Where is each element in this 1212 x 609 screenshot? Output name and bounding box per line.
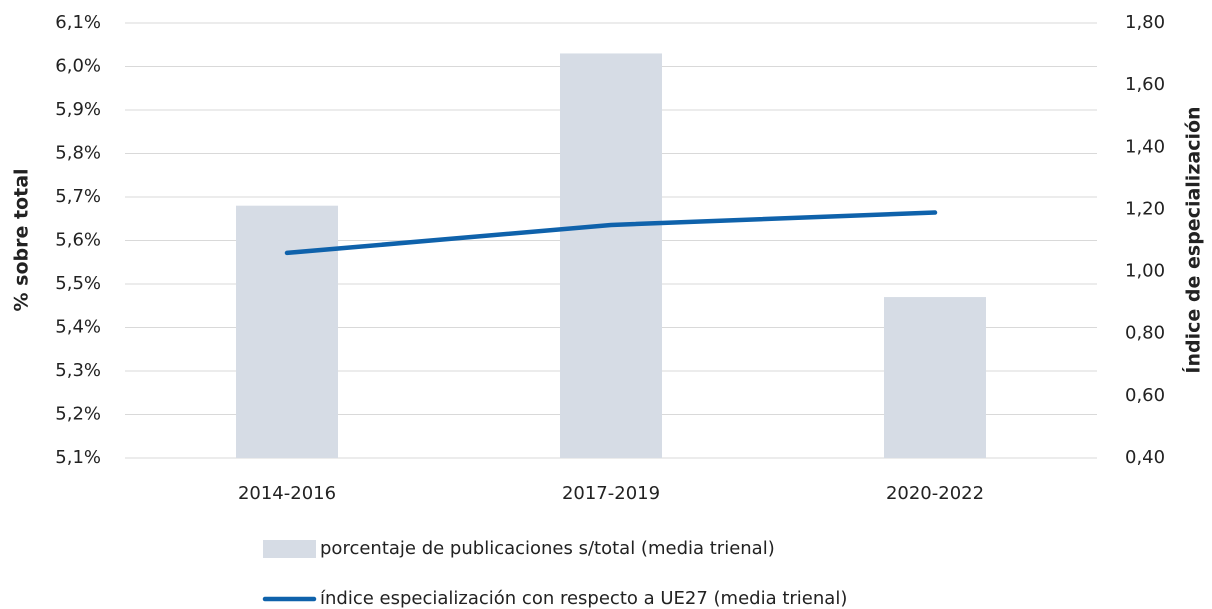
bar (884, 297, 986, 458)
y-axis-title: % sobre total (11, 168, 33, 311)
y-tick-label: 6,0% (55, 56, 101, 77)
x-tick-label: 2017-2019 (562, 483, 660, 504)
legend-label: porcentaje de publicaciones s/total (med… (320, 538, 775, 559)
y2-tick-label: 1,40 (1125, 136, 1165, 157)
y2-tick-label: 0,80 (1125, 323, 1165, 344)
y-tick-label: 5,7% (55, 186, 101, 207)
y2-tick-label: 0,40 (1125, 447, 1165, 468)
bar (560, 53, 662, 458)
y2-axis-title: Índice de especialización (1182, 106, 1205, 373)
legend-label: índice especialización con respecto a UE… (320, 588, 847, 609)
legend-swatch (263, 540, 316, 558)
bar (236, 205, 338, 458)
y-tick-label: 5,4% (55, 317, 101, 338)
y2-tick-label: 1,80 (1125, 12, 1165, 33)
y-tick-label: 5,1% (55, 447, 101, 468)
y-tick-label: 5,2% (55, 404, 101, 425)
y-tick-label: 5,8% (55, 143, 101, 164)
y-tick-label: 5,3% (55, 360, 101, 381)
y2-tick-label: 1,60 (1125, 74, 1165, 95)
x-tick-label: 2014-2016 (238, 483, 336, 504)
line (284, 210, 938, 256)
y-tick-label: 6,1% (55, 12, 101, 33)
y2-tick-label: 1,20 (1125, 198, 1165, 219)
x-tick-label: 2020-2022 (886, 483, 984, 504)
y2-tick-label: 0,60 (1125, 385, 1165, 406)
y-tick-label: 5,9% (55, 99, 101, 120)
y-tick-label: 5,5% (55, 273, 101, 294)
y2-tick-label: 1,00 (1125, 261, 1165, 282)
y-tick-label: 5,6% (55, 230, 101, 251)
